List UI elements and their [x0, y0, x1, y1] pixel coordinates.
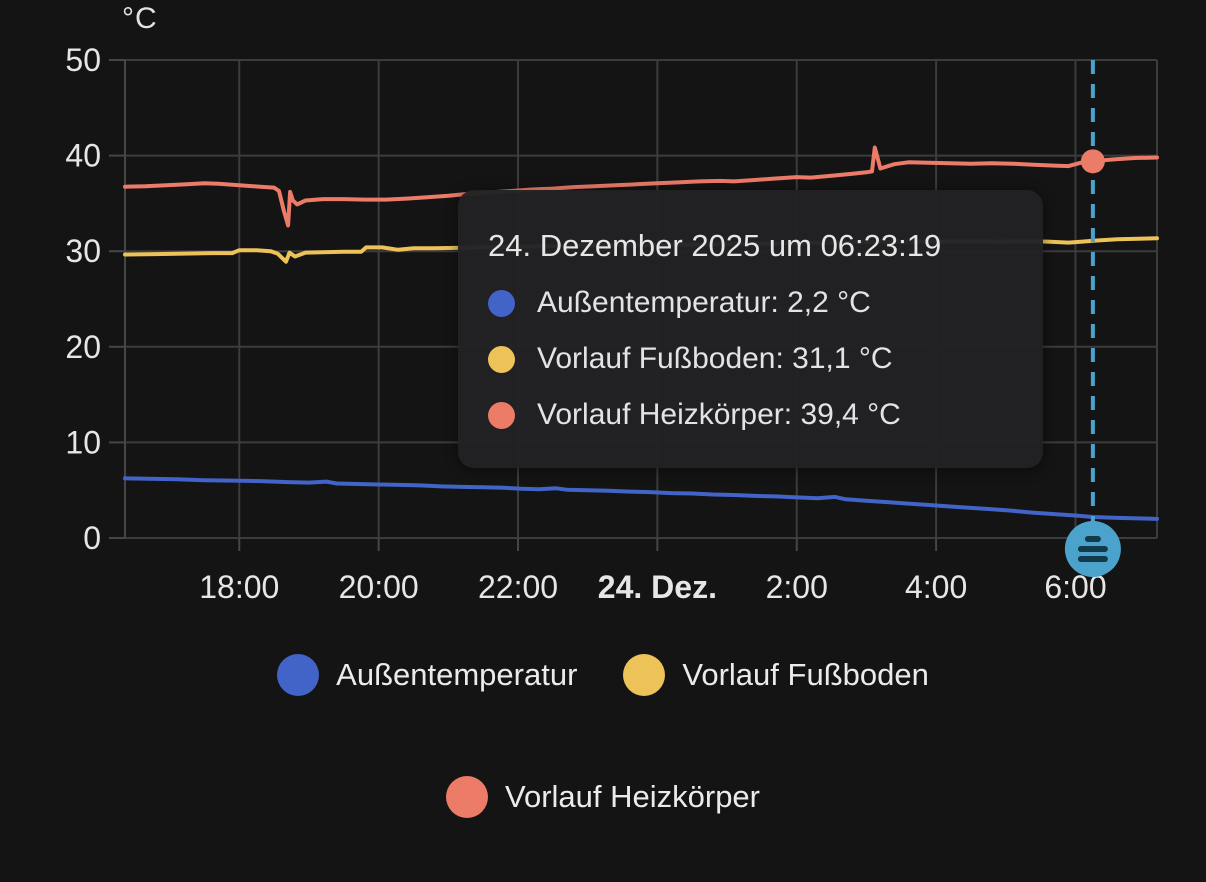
legend-item-aussentemperatur[interactable]: Außentemperatur — [277, 654, 577, 696]
legend-label: Vorlauf Heizkörper — [504, 779, 760, 814]
series-line-aussentemperatur — [123, 476, 1159, 521]
list-icon — [1084, 536, 1101, 542]
x-tick-label: 4:00 — [905, 569, 967, 605]
y-tick-label: 50 — [65, 42, 101, 78]
x-tick-label: 18:00 — [199, 569, 279, 605]
legend-swatch-vorlauf-heizkoerper — [445, 776, 488, 818]
x-tick-label: 2:00 — [766, 569, 828, 605]
chart-tooltip: 24. Dezember 2025 um 06:23:19 Außentempe… — [458, 190, 1043, 468]
tooltip-value-vorlauf-fussboden: Vorlauf Fußboden: 31,1 °C — [537, 342, 893, 375]
y-tick-label: 40 — [65, 138, 101, 174]
y-tick-label: 30 — [65, 233, 101, 269]
legend-item-vorlauf-fussboden[interactable]: Vorlauf Fußboden — [623, 654, 929, 696]
tooltip-row: Vorlauf Heizkörper: 39,4 °C — [488, 398, 1013, 432]
legend-label: Vorlauf Fußboden — [682, 657, 929, 692]
y-tick-label: 0 — [83, 520, 101, 556]
x-tick-label: 20:00 — [339, 569, 419, 605]
y-axis-unit-label: °C — [122, 2, 158, 35]
x-tick-label: 22:00 — [478, 569, 558, 605]
cursor-highlight-point — [1080, 149, 1105, 174]
tooltip-value-vorlauf-heizkoerper: Vorlauf Heizkörper: 39,4 °C — [537, 398, 901, 431]
y-tick-label: 10 — [65, 424, 101, 460]
tooltip-row: Außentemperatur: 2,2 °C — [488, 286, 1013, 320]
tooltip-timestamp: 24. Dezember 2025 um 06:23:19 — [488, 228, 942, 263]
y-tick-label: 20 — [65, 329, 101, 365]
list-icon — [1077, 546, 1108, 552]
x-tick-label: 24. Dez. — [598, 569, 717, 605]
series-dot-vorlauf-fussboden — [488, 345, 515, 373]
series-dot-aussentemperatur — [488, 289, 515, 317]
legend-label: Außentemperatur — [336, 657, 578, 692]
legend: Außentemperatur Vorlauf Fußboden — [0, 654, 1206, 696]
legend: Vorlauf Heizkörper — [0, 776, 1206, 818]
list-icon — [1077, 556, 1108, 562]
legend-swatch-vorlauf-fussboden — [623, 654, 666, 696]
legend-swatch-aussentemperatur — [277, 654, 320, 696]
series-line-vorlauf-heizkoerper — [123, 145, 1159, 228]
series-dot-vorlauf-heizkoerper — [488, 401, 515, 429]
tooltip-row: Vorlauf Fußboden: 31,1 °C — [488, 342, 1013, 376]
tooltip-value-aussentemperatur: Außentemperatur: 2,2 °C — [537, 286, 871, 319]
legend-item-vorlauf-heizkoerper[interactable]: Vorlauf Heizkörper — [445, 776, 760, 818]
